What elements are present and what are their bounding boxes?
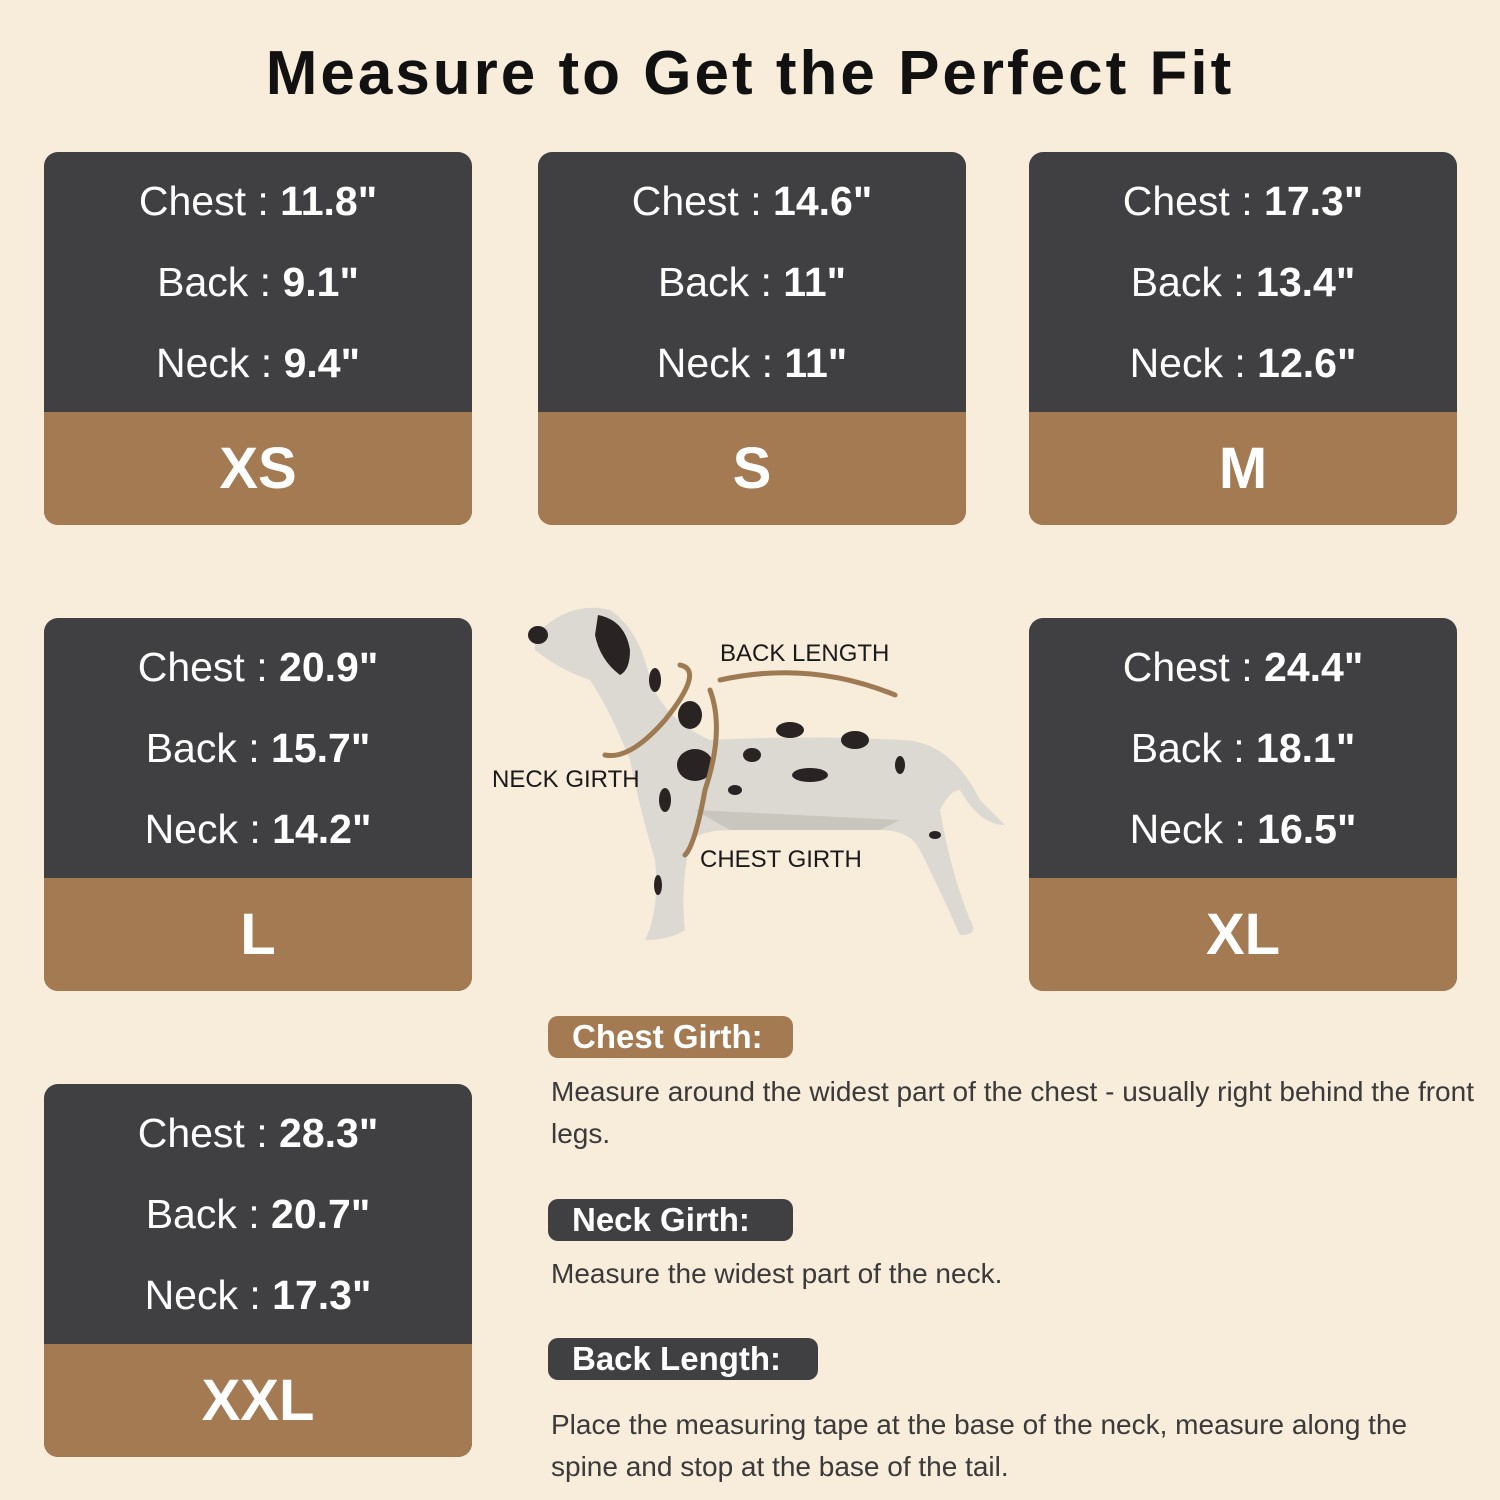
chest-measurement: Chest : 14.6": [632, 161, 873, 242]
chest-value: 24.4": [1264, 643, 1364, 690]
chest-measurement: Chest : 20.9": [138, 627, 379, 708]
neck-girth-label: NECK GIRTH: [492, 766, 640, 793]
chest-label: Chest :: [137, 1109, 268, 1156]
size-label: XS: [44, 412, 472, 525]
neck-label: Neck :: [144, 805, 261, 852]
chest-girth-heading: Chest Girth:: [548, 1016, 793, 1058]
neck-value: 16.5": [1257, 805, 1357, 852]
measurements: Chest : 17.3" Back : 13.4" Neck : 12.6": [1029, 152, 1457, 412]
size-card: Chest : 11.8" Back : 9.1" Neck : 9.4" XS: [44, 152, 472, 525]
back-label: Back :: [145, 724, 260, 771]
size-card: Chest : 17.3" Back : 13.4" Neck : 12.6" M: [1029, 152, 1457, 525]
chest-girth-description: Measure around the widest part of the ch…: [551, 1076, 1474, 1149]
neck-label: Neck :: [144, 1271, 261, 1318]
neck-measurement: Neck : 11": [657, 323, 847, 404]
chest-value: 11.8": [280, 177, 378, 224]
neck-value: 14.2": [272, 805, 372, 852]
size-label: XXL: [44, 1344, 472, 1457]
back-measurement: Back : 20.7": [146, 1174, 371, 1255]
size-label: L: [44, 878, 472, 991]
neck-measurement: Neck : 16.5": [1130, 789, 1357, 870]
neck-label: Neck :: [656, 339, 773, 386]
back-value: 18.1": [1256, 724, 1356, 771]
back-length-heading: Back Length:: [548, 1338, 818, 1380]
neck-label: Neck :: [1129, 805, 1246, 852]
back-measurement: Back : 18.1": [1131, 708, 1356, 789]
chest-label: Chest :: [1122, 643, 1253, 690]
measurements: Chest : 20.9" Back : 15.7" Neck : 14.2": [44, 618, 472, 878]
measurements: Chest : 28.3" Back : 20.7" Neck : 17.3": [44, 1084, 472, 1344]
chest-value: 14.6": [773, 177, 873, 224]
neck-value: 12.6": [1257, 339, 1357, 386]
neck-label: Neck :: [155, 339, 273, 386]
measurements: Chest : 24.4" Back : 18.1" Neck : 16.5": [1029, 618, 1457, 878]
chest-value: 17.3": [1264, 177, 1364, 224]
chest-measurement: Chest : 11.8": [139, 161, 377, 242]
back-label: Back :: [1130, 724, 1245, 771]
page-title: Measure to Get the Perfect Fit: [265, 39, 1235, 108]
size-card: Chest : 14.6" Back : 11" Neck : 11" S: [538, 152, 966, 525]
back-value: 13.4": [1256, 258, 1356, 305]
chest-label: Chest :: [1122, 177, 1253, 224]
size-card: Chest : 24.4" Back : 18.1" Neck : 16.5" XL: [1029, 618, 1457, 991]
back-label: Back :: [657, 258, 772, 305]
chest-value: 28.3": [279, 1109, 379, 1156]
neck-value: 9.4": [283, 339, 361, 386]
measurements: Chest : 14.6" Back : 11" Neck : 11": [538, 152, 966, 412]
size-card: Chest : 20.9" Back : 15.7" Neck : 14.2" L: [44, 618, 472, 991]
size-label: M: [1029, 412, 1457, 525]
chest-label: Chest :: [631, 177, 762, 224]
size-label: S: [538, 412, 966, 525]
chest-label: Chest :: [138, 177, 269, 224]
back-value: 20.7": [271, 1190, 371, 1237]
neck-girth-description: Measure the widest part of the neck.: [551, 1258, 1003, 1289]
back-length-label: BACK LENGTH: [720, 640, 890, 667]
measurements: Chest : 11.8" Back : 9.1" Neck : 9.4": [44, 152, 472, 412]
back-measurement: Back : 15.7": [146, 708, 371, 789]
back-length-description: Place the measuring tape at the base of …: [551, 1409, 1408, 1482]
neck-value: 11": [784, 339, 848, 386]
neck-girth-heading: Neck Girth:: [548, 1199, 793, 1241]
chest-girth-label: CHEST GIRTH: [700, 846, 862, 873]
chest-value: 20.9": [279, 643, 379, 690]
size-card: Chest : 28.3" Back : 20.7" Neck : 17.3" XXL: [44, 1084, 472, 1457]
back-value: 9.1": [282, 258, 359, 305]
chest-measurement: Chest : 24.4": [1123, 627, 1364, 708]
neck-measurement: Neck : 17.3": [145, 1255, 372, 1336]
neck-measurement: Neck : 9.4": [156, 323, 360, 404]
chest-measurement: Chest : 17.3": [1123, 161, 1364, 242]
dalmatian-illustration: [528, 607, 1005, 940]
neck-measurement: Neck : 14.2": [145, 789, 372, 870]
back-label: Back :: [1130, 258, 1245, 305]
back-value: 15.7": [271, 724, 371, 771]
back-measurement: Back : 13.4": [1131, 242, 1356, 323]
back-measurement: Back : 9.1": [157, 242, 359, 323]
size-label: XL: [1029, 878, 1457, 991]
neck-measurement: Neck : 12.6": [1130, 323, 1357, 404]
back-label: Back :: [157, 258, 272, 305]
back-measurement: Back : 11": [658, 242, 846, 323]
neck-label: Neck :: [1129, 339, 1246, 386]
back-label: Back :: [145, 1190, 260, 1237]
back-value: 11": [783, 258, 847, 305]
chest-measurement: Chest : 28.3": [138, 1093, 379, 1174]
neck-value: 17.3": [272, 1271, 372, 1318]
chest-label: Chest :: [137, 643, 268, 690]
